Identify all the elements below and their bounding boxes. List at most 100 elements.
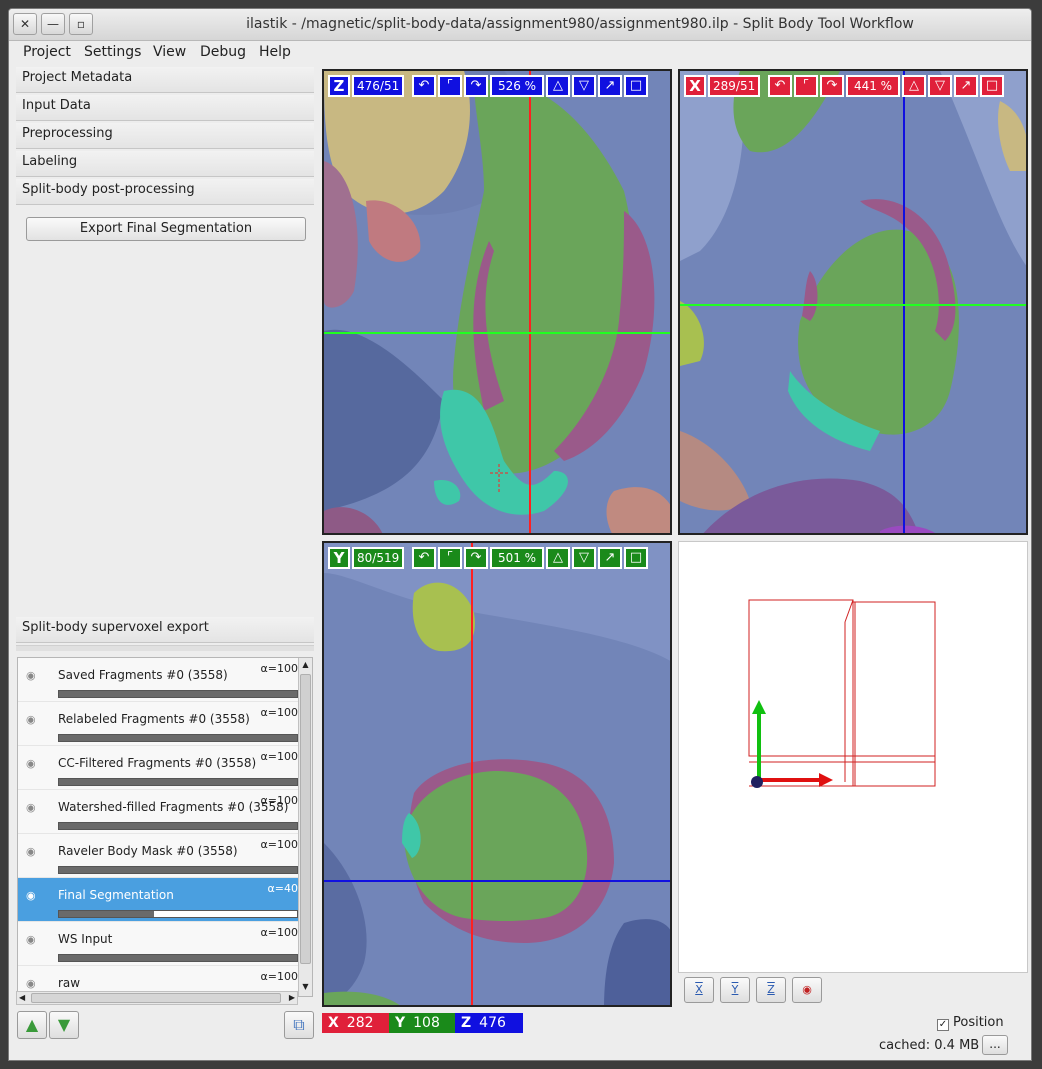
layer-opacity-bar[interactable]: [58, 734, 298, 742]
y-fullscreen-icon[interactable]: ↗: [598, 547, 622, 569]
checkbox-checked-icon[interactable]: ✓: [937, 1019, 949, 1031]
layer-row[interactable]: ◉ CC-Filtered Fragments #0 (3558) α=100: [18, 746, 298, 790]
menu-settings[interactable]: Settings: [84, 44, 142, 60]
applet-input-data[interactable]: Input Data: [16, 95, 314, 121]
layer-list-horizontal-scrollbar[interactable]: ◀ ▶: [16, 991, 298, 1005]
layer-opacity-bar[interactable]: [58, 910, 298, 918]
x-rotate-right-icon[interactable]: ↷: [820, 75, 844, 97]
x-view-canvas[interactable]: [680, 71, 1028, 535]
layer-opacity-bar[interactable]: [58, 954, 298, 962]
view-3d-canvas[interactable]: [679, 542, 1029, 974]
minimize-button[interactable]: —: [41, 13, 65, 35]
move-layer-down-button[interactable]: ▼: [49, 1011, 79, 1039]
panel-splitter[interactable]: [16, 645, 314, 651]
y-slice-spinbox[interactable]: 80/519: [352, 547, 404, 569]
y-maximize-icon[interactable]: □: [624, 547, 648, 569]
z-fit-icon[interactable]: ⌜: [438, 75, 462, 97]
y-slice-up-icon[interactable]: △: [546, 547, 570, 569]
slice-view-z[interactable]: Z 476/51 ↶ ⌜ ↷ 526 % △ ▽ ↗ □: [322, 69, 672, 535]
title-bar[interactable]: ✕ — ▫ ilastik - /magnetic/split-body-dat…: [9, 9, 1031, 41]
z-zoom-level[interactable]: 526 %: [490, 75, 544, 97]
export-final-segmentation-button[interactable]: Export Final Segmentation: [26, 217, 306, 241]
applet-labeling[interactable]: Labeling: [16, 151, 314, 177]
move-layer-up-button[interactable]: ▲: [17, 1011, 47, 1039]
position-checkbox[interactable]: ✓ Position: [937, 1015, 1004, 1031]
layer-row[interactable]: ◉ Raveler Body Mask #0 (3558) α=100: [18, 834, 298, 878]
cache-options-button[interactable]: ...: [982, 1035, 1008, 1055]
scroll-right-icon[interactable]: ▶: [288, 993, 295, 1002]
layer-row[interactable]: ◉ Watershed-filled Fragments #0 (3558) α=1…: [18, 790, 298, 834]
eye-visibility-icon[interactable]: ◉: [26, 889, 36, 902]
eye-visibility-icon[interactable]: ◉: [26, 933, 36, 946]
scrollbar-thumb[interactable]: [300, 674, 311, 964]
x-fullscreen-icon[interactable]: ↗: [954, 75, 978, 97]
x-slice-spinbox[interactable]: 289/51: [708, 75, 760, 97]
y-slice-icon: Y: [731, 983, 739, 996]
slice-view-y[interactable]: Y 80/519 ↶ ⌜ ↷ 501 % △ ▽ ↗ □: [322, 541, 672, 1007]
x-axis-label: X: [684, 75, 706, 97]
layer-list-vertical-scrollbar[interactable]: ▲ ▼: [298, 658, 312, 996]
menu-debug[interactable]: Debug: [200, 44, 247, 60]
maximize-button[interactable]: ▫: [69, 13, 93, 35]
z-rotate-right-icon[interactable]: ↷: [464, 75, 488, 97]
x-maximize-icon[interactable]: □: [980, 75, 1004, 97]
x-zoom-level[interactable]: 441 %: [846, 75, 900, 97]
layer-alpha: α=100: [260, 662, 298, 675]
z-fullscreen-icon[interactable]: ↗: [598, 75, 622, 97]
applet-project-metadata[interactable]: Project Metadata: [16, 67, 314, 93]
z-slice-down-icon[interactable]: ▽: [572, 75, 596, 97]
layer-row[interactable]: ◉ WS Input α=100: [18, 922, 298, 966]
menu-view[interactable]: View: [153, 44, 187, 60]
cache-status: cached: 0.4 MB: [879, 1038, 980, 1053]
scroll-up-icon[interactable]: ▲: [302, 660, 309, 669]
layer-opacity-bar[interactable]: [58, 778, 298, 786]
z-rotate-left-icon[interactable]: ↶: [412, 75, 436, 97]
scroll-left-icon[interactable]: ◀: [19, 993, 26, 1002]
slice-view-x[interactable]: X 289/51 ↶ ⌜ ↷ 441 % △ ▽ ↗ □: [678, 69, 1028, 535]
layer-row[interactable]: ◉ Relabeled Fragments #0 (3558) α=100: [18, 702, 298, 746]
applet-split-body-post-processing[interactable]: Split-body post-processing: [16, 179, 314, 205]
toggle-x-slice-button[interactable]: X: [684, 977, 714, 1003]
scroll-down-icon[interactable]: ▼: [302, 982, 309, 991]
toggle-anaglyph-button[interactable]: ◉: [792, 977, 822, 1003]
x-fit-icon[interactable]: ⌜: [794, 75, 818, 97]
hscrollbar-thumb[interactable]: [31, 993, 281, 1003]
close-button[interactable]: ✕: [13, 13, 37, 35]
eye-visibility-icon[interactable]: ◉: [26, 757, 36, 770]
z-slice-spinbox[interactable]: 476/51: [352, 75, 404, 97]
layer-opacity-fill: [59, 867, 297, 873]
eye-visibility-icon[interactable]: ◉: [26, 801, 36, 814]
y-zoom-level[interactable]: 501 %: [490, 547, 544, 569]
y-fit-icon[interactable]: ⌜: [438, 547, 462, 569]
x-slice-down-icon[interactable]: ▽: [928, 75, 952, 97]
z-slice-up-icon[interactable]: △: [546, 75, 570, 97]
applet-split-body-supervoxel-export[interactable]: Split-body supervoxel export: [16, 617, 314, 643]
layer-opacity-bar[interactable]: [58, 866, 298, 874]
menu-help[interactable]: Help: [259, 44, 291, 60]
toggle-y-slice-button[interactable]: Y: [720, 977, 750, 1003]
y-rotate-right-icon[interactable]: ↷: [464, 547, 488, 569]
applet-preprocessing[interactable]: Preprocessing: [16, 123, 314, 149]
x-slice-up-icon[interactable]: △: [902, 75, 926, 97]
applet-drawer: [16, 207, 314, 611]
layer-row[interactable]: ◉ Saved Fragments #0 (3558) α=100: [18, 658, 298, 702]
view-3d[interactable]: [678, 541, 1028, 973]
eye-visibility-icon[interactable]: ◉: [26, 713, 36, 726]
layer-alpha: α=100: [260, 838, 298, 851]
z-view-canvas[interactable]: [324, 71, 672, 535]
layer-row[interactable]: ◉ Final Segmentation α=40: [18, 878, 298, 922]
y-slice-down-icon[interactable]: ▽: [572, 547, 596, 569]
menu-project[interactable]: Project: [23, 44, 71, 60]
toggle-z-slice-button[interactable]: Z: [756, 977, 786, 1003]
x-rotate-left-icon[interactable]: ↶: [768, 75, 792, 97]
eye-visibility-icon[interactable]: ◉: [26, 977, 36, 990]
y-rotate-left-icon[interactable]: ↶: [412, 547, 436, 569]
layer-opacity-bar[interactable]: [58, 822, 298, 830]
z-maximize-icon[interactable]: □: [624, 75, 648, 97]
eye-visibility-icon[interactable]: ◉: [26, 845, 36, 858]
anaglyph-glasses-icon: ◉: [802, 983, 812, 996]
layer-opacity-bar[interactable]: [58, 690, 298, 698]
y-view-canvas[interactable]: [324, 543, 672, 1007]
layer-options-button[interactable]: ⧉: [284, 1011, 314, 1039]
eye-visibility-icon[interactable]: ◉: [26, 669, 36, 682]
